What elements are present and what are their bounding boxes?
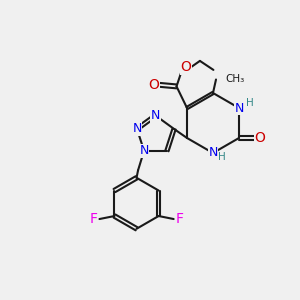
Text: N: N <box>132 122 142 136</box>
Text: CH₃: CH₃ <box>225 74 244 85</box>
Text: F: F <box>176 212 184 226</box>
Text: H: H <box>218 152 226 163</box>
Text: N: N <box>234 101 244 115</box>
Text: O: O <box>181 60 192 74</box>
Text: H: H <box>246 98 254 109</box>
Text: N: N <box>208 146 218 160</box>
Text: F: F <box>89 212 98 226</box>
Text: O: O <box>254 131 266 145</box>
Text: O: O <box>148 78 160 92</box>
Text: N: N <box>140 144 149 157</box>
Text: N: N <box>151 109 160 122</box>
